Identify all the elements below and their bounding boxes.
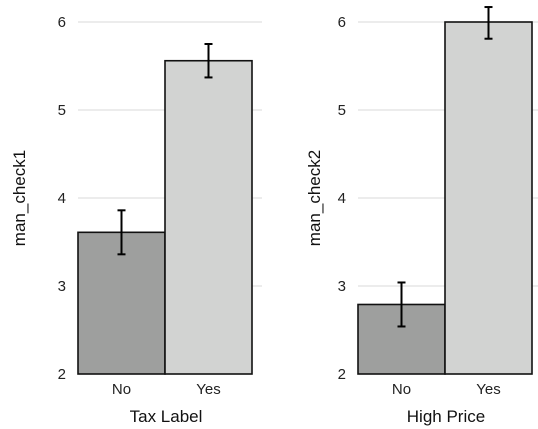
panel-high-price: 2 3 4 5 6 No Yes High Price man_check2 — [305, 6, 538, 426]
error-bar-no — [117, 209, 126, 256]
y-ticks: 2 3 4 5 6 — [58, 14, 66, 383]
y-tick-label: 3 — [58, 278, 66, 295]
y-tick-label: 5 — [338, 102, 346, 119]
y-ticks: 2 3 4 5 6 — [338, 14, 346, 383]
y-tick-label: 2 — [58, 366, 66, 383]
error-bars — [397, 6, 493, 328]
bar-yes — [164, 59, 253, 375]
x-tick-label: No — [392, 381, 411, 398]
error-bar-no — [397, 281, 406, 328]
x-tick-label: Yes — [476, 381, 500, 398]
bar-yes — [444, 21, 533, 375]
y-tick-label: 4 — [58, 190, 66, 207]
bar-no — [77, 231, 166, 375]
y-tick-label: 3 — [338, 278, 346, 295]
x-tick-label: No — [112, 381, 131, 398]
x-ticks: No Yes — [112, 381, 221, 398]
y-tick-label: 4 — [338, 190, 346, 207]
y-axis-title: man_check2 — [305, 150, 324, 246]
x-tick-label: Yes — [196, 381, 220, 398]
y-axis-title: man_check1 — [10, 150, 29, 246]
y-tick-label: 6 — [338, 14, 346, 31]
bars — [357, 21, 533, 375]
error-bar-yes — [204, 43, 213, 79]
x-axis-title: Tax Label — [130, 407, 203, 426]
error-bar-yes — [484, 6, 493, 40]
panel-tax-label: 2 3 4 5 6 No Yes Tax Label man_check1 — [10, 14, 262, 426]
y-tick-label: 2 — [338, 366, 346, 383]
x-axis-title: High Price — [407, 407, 485, 426]
y-tick-label: 5 — [58, 102, 66, 119]
x-ticks: No Yes — [392, 381, 501, 398]
bars — [77, 59, 253, 375]
y-tick-label: 6 — [58, 14, 66, 31]
error-bars — [117, 43, 213, 256]
